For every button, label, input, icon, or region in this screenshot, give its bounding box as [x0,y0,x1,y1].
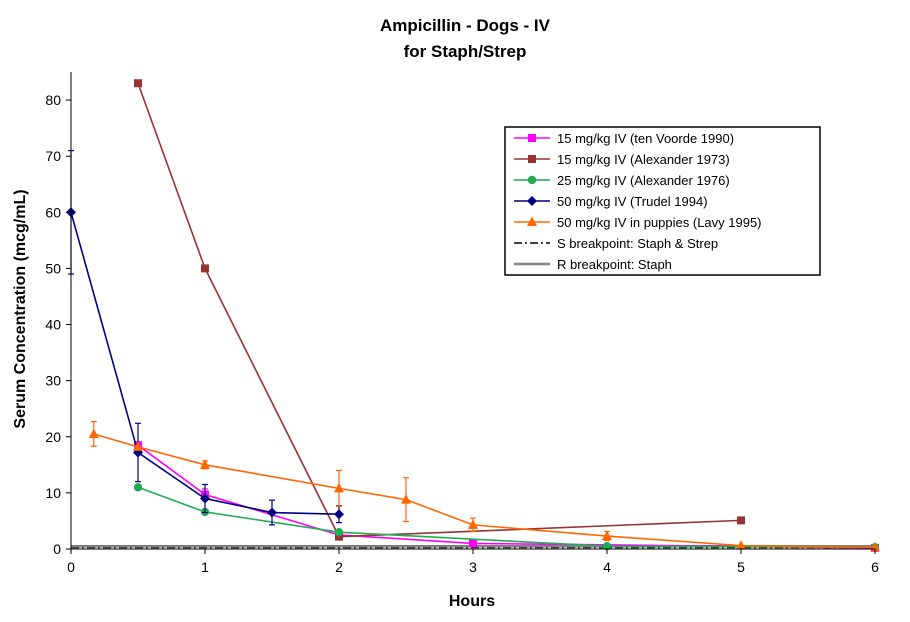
legend-label: 15 mg/kg IV (ten Voorde 1990) [557,131,734,146]
y-axis-title: Serum Concentration (mcg/mL) [12,189,29,428]
series-0 [134,441,879,552]
legend-item-5: S breakpoint: Staph & Strep [514,236,718,251]
y-tick-label: 10 [45,485,61,501]
data-point [468,519,478,529]
data-point [334,527,344,537]
plot-area [66,79,880,552]
x-tick-label: 5 [737,559,745,575]
data-point [401,494,411,504]
legend-label: 50 mg/kg IV in puppies (Lavy 1995) [557,215,762,230]
data-point [200,493,210,504]
legend-marker [527,196,537,206]
legend-box [504,126,821,276]
legend-label: R breakpoint: Staph [557,257,672,272]
data-point [267,507,277,518]
y-tick-label: 40 [45,317,61,333]
data-point [334,509,344,520]
data-point [201,264,209,273]
chart-subtitle: for Staph/Strep [404,42,527,61]
series-2 [133,483,880,552]
x-tick-label: 0 [67,559,75,575]
y-tick-label: 70 [45,148,61,164]
legend-item-3: 50 mg/kg IV (Trudel 1994) [514,194,708,209]
legend-marker [527,216,537,226]
y-tick-label: 0 [53,541,61,557]
x-axis-title: Hours [449,593,495,610]
data-point [602,541,612,551]
data-point [133,441,143,451]
x-tick-label: 3 [469,559,477,575]
data-point [334,482,344,493]
y-tick-label: 20 [45,429,61,445]
legend-item-2: 25 mg/kg IV (Alexander 1976) [514,173,730,188]
series-line-2 [137,486,876,549]
data-point [133,483,143,492]
data-point [602,530,612,541]
y-tick-label: 30 [45,373,61,389]
data-point [134,79,142,88]
series-line-1 [137,82,742,538]
series-1 [134,79,745,541]
legend-item-0: 15 mg/kg IV (ten Voorde 1990) [514,131,734,146]
data-point [200,459,210,469]
legend-label: S breakpoint: Staph & Strep [557,236,718,251]
x-tick-label: 2 [335,559,343,575]
legend-label: 50 mg/kg IV (Trudel 1994) [557,194,708,209]
legend: 15 mg/kg IV (ten Voorde 1990) 15 mg/kg IV… [504,126,821,276]
legend-label: 25 mg/kg IV (Alexander 1976) [557,173,730,188]
y-tick-label: 60 [45,204,61,220]
legend-item-4: 50 mg/kg IV in puppies (Lavy 1995) [514,215,762,230]
y-tick-label: 80 [45,92,61,108]
legend-marker [528,155,536,163]
x-tick-label: 4 [603,559,611,575]
y-tick-label: 50 [45,260,61,276]
x-tick-label: 6 [871,559,879,575]
legend-label: 15 mg/kg IV (Alexander 1973) [557,152,730,167]
axes: 0 10 20 30 40 50 60 70 80 0 1 2 3 4 5 6 [45,72,879,575]
chart-title: Ampicillin - Dogs - IV [380,16,551,35]
series-line-0 [137,444,876,549]
legend-item-1: 15 mg/kg IV (Alexander 1973) [514,152,730,167]
data-point [88,428,99,438]
data-point [335,532,343,541]
legend-marker [527,175,537,185]
data-point [736,540,746,550]
legend-marker [528,134,536,142]
data-point [469,539,477,548]
x-tick-label: 1 [201,559,209,575]
legend-item-6: R breakpoint: Staph [514,257,672,272]
series-4 [88,421,880,552]
data-point [737,516,745,525]
